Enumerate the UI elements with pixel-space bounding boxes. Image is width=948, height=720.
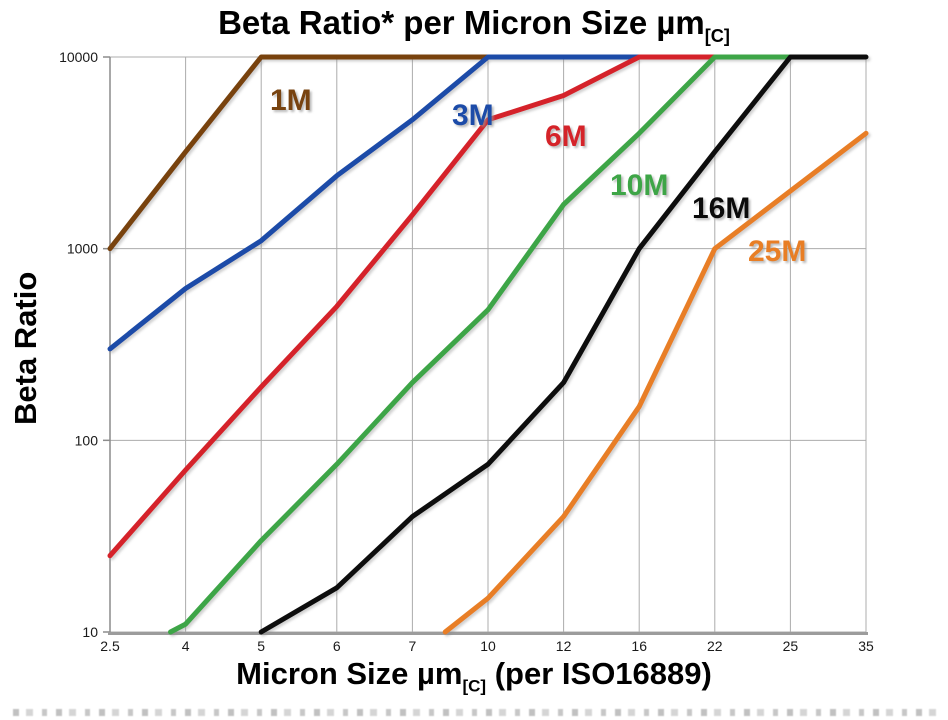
y-axis-label: Beta Ratio — [8, 271, 43, 425]
x-tick-label: 6 — [333, 638, 341, 654]
series-line-6M — [107, 54, 718, 559]
series-label-25M: 25M — [748, 235, 807, 268]
chart-title-subscript: [C] — [704, 26, 730, 47]
x-tick-label: 35 — [858, 638, 874, 654]
x-axis-line — [108, 632, 868, 635]
series-label-1M: 1M — [270, 84, 312, 117]
x-axis-label: Micron Size µm[C] (per ISO16889) — [0, 656, 948, 697]
x-tick-label: 16 — [631, 638, 647, 654]
series-label-6M: 6M — [545, 120, 587, 153]
tick-layer: 10 100 1000 10000 2.5 4 5 6 7 10 12 16 22 25 35 — [59, 49, 874, 654]
x-tick-label: 7 — [409, 638, 417, 654]
y-tick-label: 1000 — [67, 241, 98, 257]
y-tick-label: 100 — [75, 432, 99, 448]
grid-layer — [109, 56, 867, 633]
chart-title-text: Beta Ratio* per Micron Size µm — [218, 4, 705, 41]
x-tick-label: 10 — [480, 638, 496, 654]
x-tick-label: 4 — [182, 638, 190, 654]
series-line-16M — [258, 54, 869, 635]
chart-title: Beta Ratio* per Micron Size µm[C] — [0, 4, 948, 47]
x-tick-label: 5 — [257, 638, 265, 654]
axis-layer — [103, 56, 868, 635]
series-label-3M: 3M — [452, 99, 494, 132]
series-line-25M — [442, 130, 869, 635]
x-axis-label-prefix: Micron Size µm — [236, 656, 463, 691]
series-label-16M: 16M — [692, 192, 751, 225]
cropped-footnote-text — [4, 709, 944, 716]
series-line-3M — [107, 54, 642, 352]
y-tick-label: 10 — [82, 624, 98, 640]
series-line-10M — [168, 54, 793, 635]
y-tick-label: 10000 — [59, 49, 98, 65]
series-layer — [107, 54, 869, 635]
x-tick-label: 2.5 — [100, 638, 120, 654]
x-axis-label-subscript: [C] — [462, 676, 487, 696]
x-axis-label-suffix: (per ISO16889) — [486, 656, 712, 691]
series-label-10M: 10M — [610, 169, 669, 202]
x-tick-label: 25 — [783, 638, 799, 654]
x-tick-label: 22 — [707, 638, 723, 654]
x-tick-label: 12 — [556, 638, 572, 654]
series-line-1M — [107, 54, 491, 252]
